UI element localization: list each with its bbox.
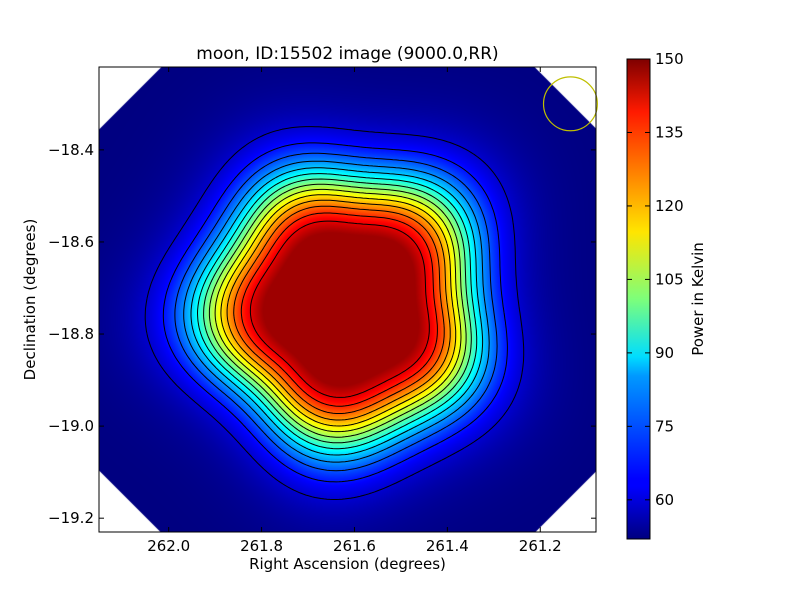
contour-line — [249, 220, 430, 398]
y-tick-label: −18.4 — [48, 141, 94, 159]
contour-line — [214, 188, 462, 433]
colorbar-label: Power in Kelvin — [689, 242, 707, 356]
y-axis-label: Declination (degrees) — [21, 219, 39, 381]
y-tick-label: −19.0 — [48, 417, 94, 435]
x-tick-label: 262.0 — [147, 537, 190, 555]
y-tick-label: −19.2 — [48, 509, 94, 527]
contour-line — [144, 126, 525, 500]
colorbar: 60 75 90 105 120 135 150 Power in Kelvin — [626, 50, 707, 540]
y-tick-label: −18.6 — [48, 233, 94, 251]
contour-line — [174, 152, 498, 472]
colorbar-tick-label: 135 — [655, 123, 684, 141]
x-tick-label: 261.2 — [519, 537, 562, 555]
plot-area — [98, 66, 598, 533]
colorbar-tick-label: 120 — [655, 197, 684, 215]
x-axis-label: Right Ascension (degrees) — [249, 555, 446, 573]
contour-line — [203, 178, 472, 444]
contour-line — [226, 199, 451, 421]
x-axis: 262.0 261.8 261.6 261.4 261.2 — [147, 67, 562, 555]
colorbar-ticks: 60 75 90 105 120 135 150 — [627, 50, 684, 509]
contour-group — [144, 126, 525, 500]
colorbar-tick-label: 75 — [655, 417, 674, 435]
y-tick-label: −18.8 — [48, 325, 94, 343]
beam-marker — [542, 76, 598, 132]
contour-line — [233, 205, 445, 414]
contour-line — [183, 160, 490, 463]
contour-line — [208, 183, 467, 438]
contour-line — [190, 167, 484, 456]
colorbar-tick-label: 105 — [655, 270, 684, 288]
colorbar-frame — [626, 58, 651, 540]
contour-line — [197, 173, 478, 450]
chart-title: moon, ID:15502 image (9000.0,RR) — [196, 44, 498, 64]
x-tick-label: 261.8 — [240, 537, 283, 555]
heatmap-image — [99, 67, 596, 532]
contour-line — [220, 194, 457, 427]
contour-line — [162, 142, 508, 483]
y-axis: −18.4 −18.6 −18.8 −19.0 −19.2 — [48, 141, 596, 527]
colorbar-tick-label: 90 — [655, 344, 674, 362]
contour-line — [240, 212, 438, 407]
plot-frame — [98, 66, 597, 533]
x-tick-label: 261.4 — [426, 537, 469, 555]
x-tick-label: 261.6 — [333, 537, 376, 555]
colorbar-tick-label: 150 — [655, 50, 684, 68]
colorbar-gradient — [627, 59, 650, 539]
colorbar-tick-label: 60 — [655, 491, 674, 509]
